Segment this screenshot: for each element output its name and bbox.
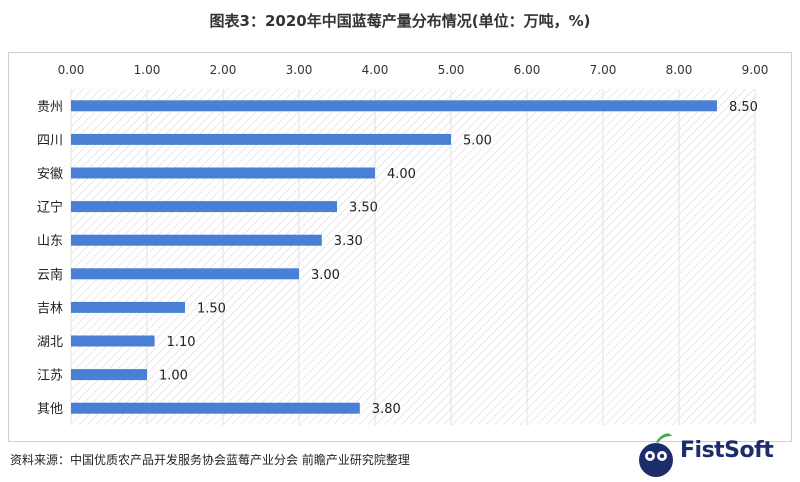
category-label: 贵州 [37,100,63,115]
category-label: 吉林 [37,301,63,316]
x-tick-label: 1.00 [134,63,161,77]
x-tick-label: 7.00 [590,63,617,77]
grid-lines [70,89,756,425]
bar [71,100,717,112]
chart-title: 图表3：2020年中国蓝莓产量分布情况(单位：万吨，%) [209,12,591,30]
category-label: 湖北 [37,335,63,350]
value-label: 3.30 [334,234,363,249]
value-label: 1.10 [167,335,196,350]
category-label: 四川 [37,133,63,148]
value-label: 3.50 [349,201,378,216]
chart-area: 0.00 1.00 2.00 3.00 4.00 5.00 6.00 7.00 8.00 9.00… [8,52,792,442]
x-tick-label: 0.00 [58,63,85,77]
bar [71,133,451,145]
value-label: 3.80 [372,402,401,417]
x-tick-label: 6.00 [514,63,541,77]
apple-logo-icon [639,433,673,477]
bar [71,301,185,313]
value-labels: 8.50 5.00 4.00 3.50 3.30 3.00 1.50 1.10 1.00 3.80 [159,100,758,417]
bar [71,369,147,381]
category-label: 辽宁 [37,200,63,216]
bar [71,268,299,280]
value-label: 1.50 [197,301,226,316]
bar [71,167,375,179]
x-tick-label: 4.00 [362,63,389,77]
bar [71,201,337,213]
x-axis-ticks: 0.00 1.00 2.00 3.00 4.00 5.00 6.00 7.00 8.00 9.00 [58,63,769,77]
bar [71,234,322,246]
category-label: 其他 [37,402,63,417]
category-label: 江苏 [37,368,63,384]
bar-chart: 0.00 1.00 2.00 3.00 4.00 5.00 6.00 7.00 8.00 9.00… [37,63,769,425]
x-tick-label: 2.00 [210,63,237,77]
bar [71,335,155,347]
x-tick-label: 8.00 [666,63,693,77]
value-label: 4.00 [387,167,416,182]
fistsoft-logo: FistSoft [632,428,800,482]
value-label: 1.00 [159,369,188,384]
plot-background [71,89,755,425]
logo-text: FistSoft [680,438,774,463]
value-label: 5.00 [463,133,492,148]
bar [71,402,360,414]
bars [71,100,717,414]
category-label: 山东 [37,234,63,249]
x-tick-label: 5.00 [438,63,465,77]
source-note: 资料来源：中国优质农产品开发服务协会蓝莓产业分会 前瞻产业研究院整理 [10,453,410,467]
category-label: 云南 [37,267,63,283]
value-label: 3.00 [311,268,340,283]
x-tick-label: 9.00 [742,63,769,77]
category-label: 安徽 [37,167,63,182]
x-tick-label: 3.00 [286,63,313,77]
value-label: 8.50 [729,100,758,115]
